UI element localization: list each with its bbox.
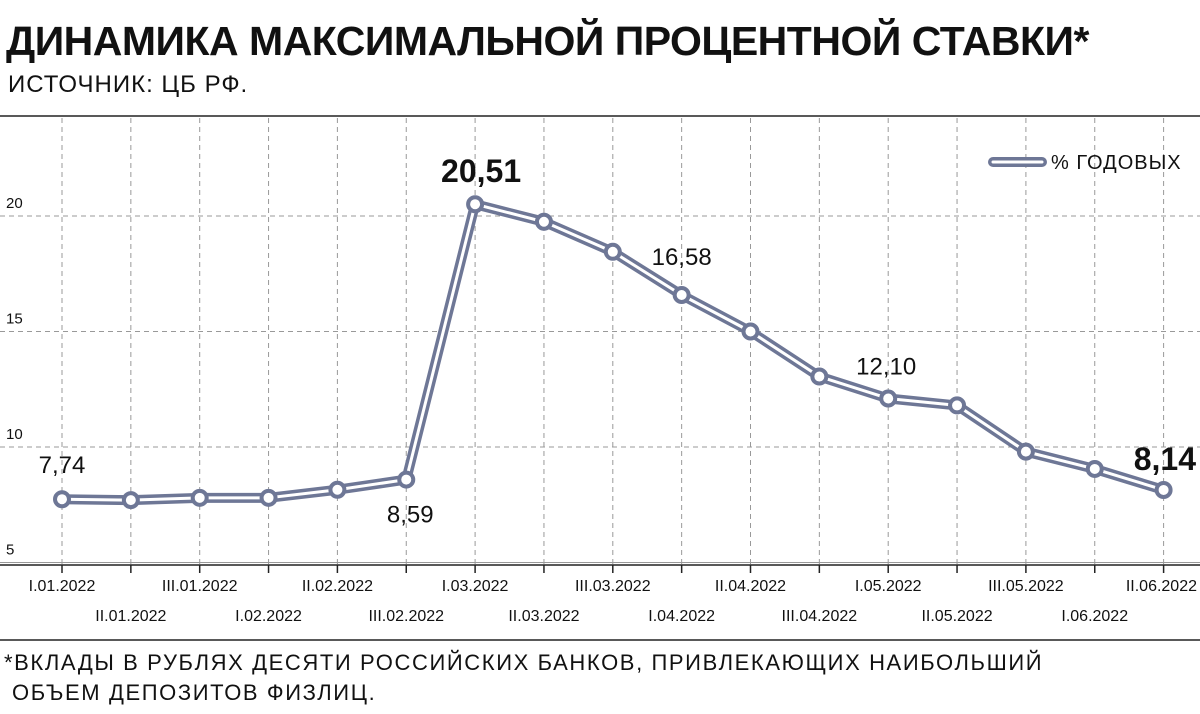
x-tick-label: II.02.2022 (302, 578, 373, 595)
data-point (672, 286, 691, 305)
footnote: *ВКЛАДЫ В РУБЛЯХ ДЕСЯТИ РОССИЙСКИХ БАНКО… (4, 648, 1043, 708)
footnote-line-2: ОБЪЕМ ДЕПОЗИТОВ ФИЗЛИЦ. (12, 680, 377, 705)
chart-title: ДИНАМИКА МАКСИМАЛЬНОЙ ПРОЦЕНТНОЙ СТАВКИ* (6, 18, 1089, 64)
data-point (190, 488, 209, 507)
x-tick-label: II.01.2022 (95, 608, 166, 625)
data-point (259, 488, 278, 507)
data-label: 8,14 (1134, 441, 1196, 477)
y-tick-label: 10 (6, 426, 23, 443)
data-point (948, 396, 967, 415)
x-tick-label: I.04.2022 (648, 608, 715, 625)
legend-label: % ГОДОВЫХ (1051, 152, 1182, 174)
data-point (879, 389, 898, 408)
data-label: 16,58 (652, 244, 712, 271)
x-tick-label: I.03.2022 (442, 578, 509, 595)
x-tick-label: I.06.2022 (1061, 608, 1128, 625)
data-point (121, 491, 140, 510)
series-layer (53, 195, 1173, 510)
data-label: 20,51 (441, 153, 521, 189)
data-point (810, 367, 829, 386)
data-label: 8,59 (387, 502, 434, 529)
y-tick-label: 20 (6, 195, 23, 212)
data-point (1016, 442, 1035, 461)
data-point (534, 212, 553, 231)
data-point (466, 195, 485, 214)
data-point (397, 470, 416, 489)
chart-source: ИСТОЧНИК: ЦБ РФ. (8, 71, 249, 98)
x-tick-label: III.03.2022 (575, 578, 651, 595)
label-layer: 7,74 8,59 20,51 16,58 12,10 8,14 (39, 153, 1197, 528)
data-point (328, 480, 347, 499)
data-point (1085, 459, 1104, 478)
data-label: 12,10 (856, 353, 916, 380)
y-tick-label: 15 (6, 311, 23, 328)
footnote-line-1: *ВКЛАДЫ В РУБЛЯХ ДЕСЯТИ РОССИЙСКИХ БАНКО… (4, 650, 1044, 675)
data-point (603, 242, 622, 261)
x-tick-label: II.03.2022 (508, 608, 579, 625)
x-tick-label: I.05.2022 (855, 578, 922, 595)
axis-layer: 5 10 15 20 I.01.2022 II.01.2022 III.01.2022 I.0… (0, 195, 1200, 641)
x-tick-label: III.01.2022 (162, 578, 238, 595)
x-tick-label: II.06.2022 (1126, 578, 1197, 595)
legend: % ГОДОВЫХ (988, 152, 1182, 174)
data-label: 7,74 (39, 452, 86, 479)
x-tick-label: III.02.2022 (368, 608, 444, 625)
data-point (741, 322, 760, 341)
x-tick-label: II.04.2022 (715, 578, 786, 595)
x-tick-label: II.05.2022 (921, 608, 992, 625)
x-tick-label: I.02.2022 (235, 608, 302, 625)
data-point (53, 490, 71, 509)
y-tick-label: 5 (6, 542, 14, 559)
x-tick-label: I.01.2022 (29, 578, 96, 595)
x-tick-label: III.04.2022 (782, 608, 858, 625)
x-tick-label: III.05.2022 (988, 578, 1064, 595)
data-point (1154, 480, 1173, 499)
